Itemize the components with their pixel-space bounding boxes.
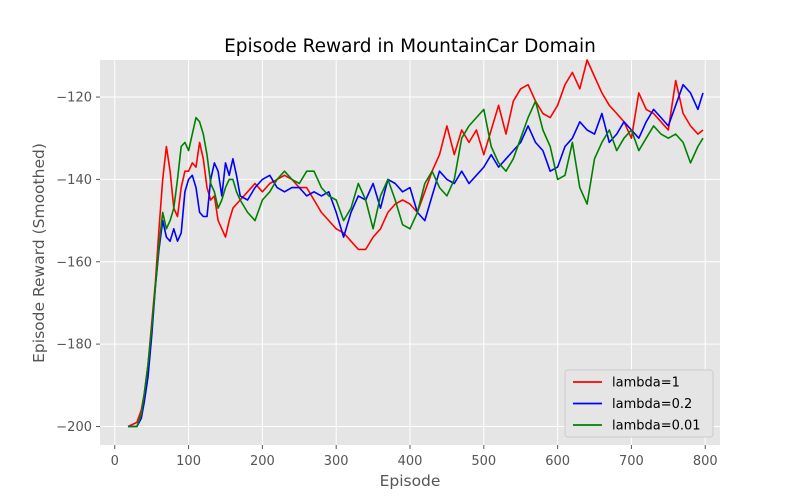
x-tick-label: 400: [398, 454, 423, 469]
legend-label: lambda=0.01: [612, 419, 701, 434]
x-tick-label: 100: [176, 454, 201, 469]
x-axis-ticks: 0 100 200 300 400 500 600 700 800: [111, 445, 718, 469]
x-axis-label: Episode: [380, 472, 441, 490]
y-axis-ticks: −200 −180 −160 −140 −120: [56, 91, 100, 435]
legend: lambda=1 lambda=0.2 lambda=0.01: [564, 369, 714, 438]
x-tick-label: 700: [619, 454, 644, 469]
legend-label: lambda=0.2: [612, 397, 692, 412]
y-tick-label: −140: [56, 173, 92, 188]
y-tick-label: −180: [56, 338, 92, 353]
series-line-1: [127, 59, 704, 428]
x-tick-label: 300: [324, 454, 349, 469]
chart-title: Episode Reward in MountainCar Domain: [224, 36, 596, 57]
x-tick-label: 200: [250, 454, 275, 469]
x-tick-label: 0: [111, 454, 119, 469]
y-tick-label: −200: [56, 420, 92, 435]
x-tick-label: 600: [545, 454, 570, 469]
series-lines: [127, 59, 704, 428]
y-tick-label: −120: [56, 91, 92, 106]
x-tick-label: 500: [471, 454, 496, 469]
y-axis-label: Episode Reward (Smoothed): [30, 143, 48, 363]
x-tick-label: 800: [693, 454, 718, 469]
y-tick-label: −160: [56, 255, 92, 270]
legend-label: lambda=1: [612, 376, 680, 391]
legend-box: [564, 369, 714, 438]
series-line-3: [128, 100, 704, 428]
